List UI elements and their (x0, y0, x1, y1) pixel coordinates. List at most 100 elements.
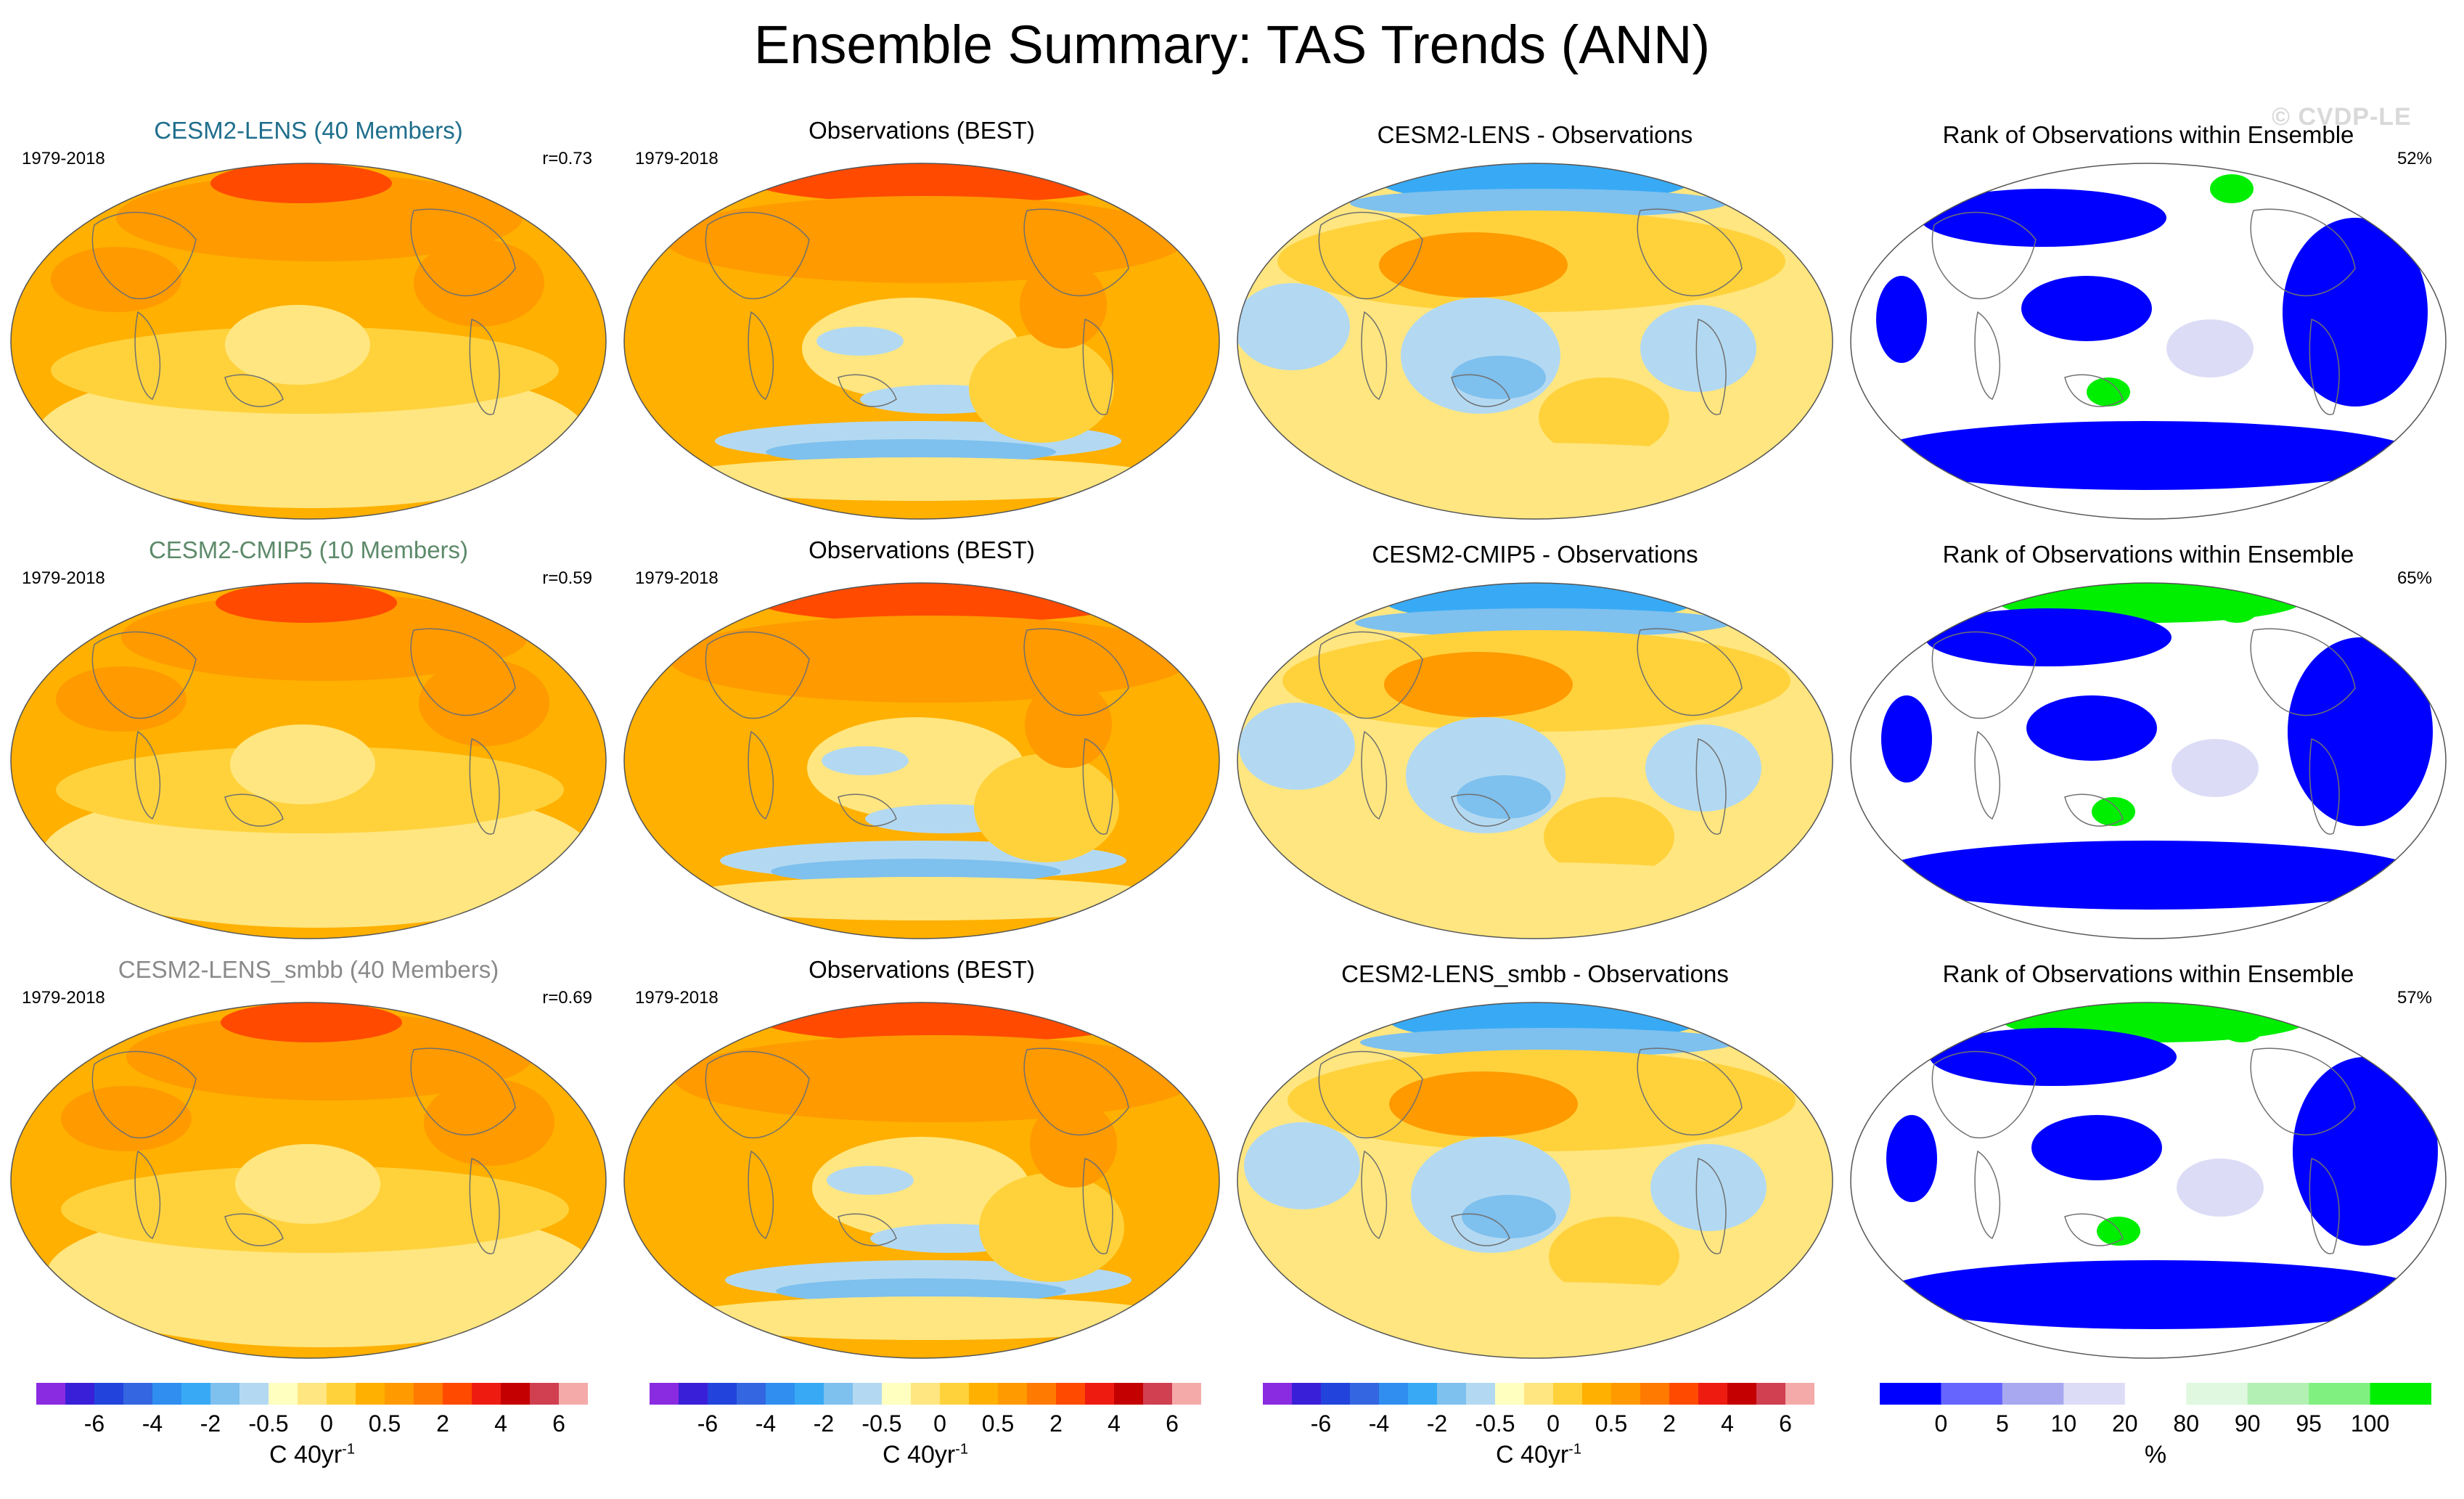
colorbar-swatch (1437, 1383, 1467, 1405)
coastline (224, 793, 284, 827)
colorbar-tick-label: -2 (200, 1410, 221, 1437)
field-region (2293, 1057, 2438, 1246)
colorbar-swatch (530, 1383, 560, 1405)
colorbar-swatch (1698, 1383, 1728, 1405)
coastline (2064, 374, 2124, 407)
map-panel-rank: Rank of Observations within Ensemble 57% (1847, 948, 2449, 1362)
field-region (827, 1166, 914, 1195)
map-panel-obs: Observations (BEST) 1979-2018 (621, 948, 1223, 1362)
colorbar-swatch (2063, 1383, 2126, 1405)
field-region (1876, 276, 1927, 363)
field-region (1920, 189, 2166, 247)
coastline (838, 1213, 897, 1246)
colorbar-unit: % (2144, 1441, 2167, 1469)
coastline (1082, 318, 1113, 415)
field-region (979, 1173, 1124, 1282)
colorbar-unit: C 40yr (883, 1441, 956, 1469)
period-label: 1979-2018 (635, 568, 719, 588)
field-region (1930, 1028, 2177, 1086)
colorbar-tick-label: 4 (1108, 1410, 1121, 1437)
map-panel-model: CESM2-LENS_smbb (40 Members) 1979-2018 r=0… (7, 948, 610, 1362)
colorbar-tick-label: 2 (1663, 1410, 1676, 1437)
trend-colorbar: -6 -4 -2 -0.5 0 0.5 2 4 6 C 40yr-1 (650, 1383, 1201, 1499)
coastline (2250, 628, 2356, 716)
coastline (1637, 208, 1743, 297)
map-border (1850, 163, 2447, 520)
coastline (1318, 631, 1423, 719)
colorbar-swatch (559, 1383, 588, 1405)
colorbar-tick-label: -0.5 (861, 1410, 901, 1437)
colorbar-swatch (1785, 1383, 1814, 1405)
world-map (1234, 160, 1836, 523)
coastline (1451, 793, 1510, 827)
world-map (621, 999, 1223, 1362)
map-panel-diff: CESM2-CMIP5 - Observations (1234, 528, 1836, 942)
colorbar-swatch (356, 1383, 385, 1405)
map-panel-rank: Rank of Observations within Ensemble 65% (1847, 528, 2449, 942)
colorbar-swatch (1524, 1383, 1554, 1405)
colorbar-swatch (181, 1383, 211, 1405)
colorbar-tick-label: 0 (320, 1410, 333, 1437)
field-region (225, 305, 370, 385)
field-region (1645, 724, 1761, 812)
map-border (623, 582, 1220, 939)
field-region (1869, 421, 2420, 490)
colorbar-tick-label: 4 (1721, 1410, 1734, 1437)
field-region (812, 1137, 1030, 1238)
coastline (1082, 1157, 1113, 1254)
period-label: 1979-2018 (22, 568, 105, 588)
coastline (224, 374, 284, 407)
world-map (1234, 579, 1836, 942)
map-panel-model: CESM2-CMIP5 (10 Members) 1979-2018 r=0.59 (7, 528, 610, 942)
colorbar-swatch (2124, 1383, 2187, 1405)
world-map (1847, 579, 2449, 942)
field-region (414, 240, 544, 327)
colorbar-tick-label: -2 (1427, 1410, 1447, 1437)
field-region (2172, 739, 2259, 797)
field-region (2288, 637, 2433, 826)
panel-title: Observations (BEST) (809, 117, 1035, 144)
coastline (1974, 1150, 2001, 1240)
colorbar-tick-label: -0.5 (1475, 1410, 1515, 1437)
coastline (1695, 738, 1727, 835)
colorbar-swatch (708, 1383, 737, 1405)
map-border (10, 582, 607, 939)
field-region (61, 1086, 192, 1151)
world-map (621, 579, 1223, 942)
colorbar-swatch (998, 1383, 1028, 1405)
colorbar-tick-label: -0.5 (248, 1410, 288, 1437)
colorbar-tick-label: -4 (756, 1410, 776, 1437)
panel-title: CESM2-LENS_smbb (40 Members) (118, 956, 499, 983)
colorbar-swatch (2002, 1383, 2064, 1405)
colorbar-swatch (152, 1383, 182, 1405)
coastline (748, 311, 774, 401)
colorbar-swatch (1941, 1383, 2003, 1405)
field-region (230, 724, 375, 804)
coastline (1637, 1047, 1743, 1136)
colorbar-swatch (1880, 1383, 1941, 1405)
colorbar-swatch (240, 1383, 269, 1405)
colorbar-swatch (385, 1383, 414, 1405)
map-panel-diff: CESM2-LENS - Observations (1234, 109, 1836, 523)
colorbar-unit: C 40yr (269, 1441, 343, 1469)
coastline (1695, 1157, 1727, 1254)
field-region (216, 583, 397, 623)
coastline (838, 793, 897, 827)
coastline (1637, 628, 1743, 716)
field-region (51, 247, 181, 312)
field-region (674, 1035, 1197, 1122)
map-border (1850, 582, 2447, 939)
field-region (1355, 608, 1732, 637)
colorbar-tick-label: 90 (2235, 1410, 2261, 1437)
rank-percent-label: 52% (2397, 149, 2432, 168)
correlation-label: r=0.59 (542, 568, 592, 588)
colorbar-tick-label: -2 (814, 1410, 834, 1437)
colorbar-swatch (824, 1383, 854, 1405)
world-map (1234, 999, 1836, 1362)
colorbar-tick-label: 10 (2051, 1410, 2077, 1437)
colorbar-swatch (737, 1383, 766, 1405)
colorbar-tick-label: 0 (1547, 1410, 1560, 1437)
coastline (134, 1150, 161, 1240)
map-border (1237, 1002, 1833, 1359)
panel-title: Rank of Observations within Ensemble (1942, 960, 2354, 987)
